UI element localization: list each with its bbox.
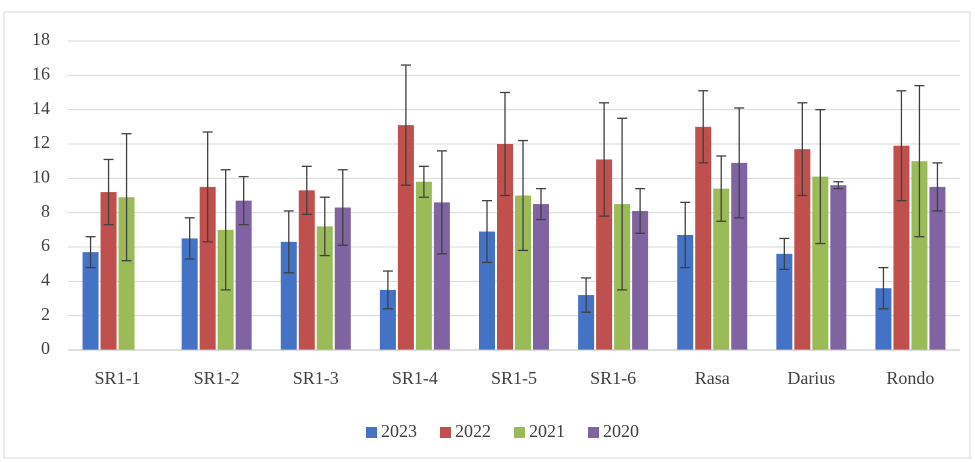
bar (199, 186, 216, 350)
error-bar (319, 196, 330, 257)
error-bar (680, 201, 691, 269)
bar (298, 190, 315, 350)
error-bar (599, 102, 610, 217)
error-bar (121, 133, 132, 262)
error-bar (734, 107, 745, 219)
error-bar (382, 270, 393, 310)
legend-swatch (366, 427, 377, 438)
x-tick-label: SR1-2 (194, 368, 240, 388)
bar (334, 207, 351, 350)
error-bar (238, 175, 249, 226)
bar (776, 253, 793, 350)
bar (533, 204, 549, 350)
legend-swatch (588, 427, 599, 438)
error-bar (932, 162, 943, 212)
error-bar (283, 210, 294, 274)
x-tick-label: SR1-4 (392, 368, 438, 388)
bar (379, 289, 396, 350)
bar (181, 238, 198, 350)
bar (875, 288, 892, 350)
y-tick-label: 4 (41, 269, 50, 289)
bar (893, 145, 910, 350)
y-tick-label: 14 (32, 98, 50, 118)
x-tick-label: Rondo (886, 368, 934, 388)
error-bar (337, 169, 348, 246)
error-bar (617, 117, 628, 291)
bar (632, 210, 649, 350)
legend-label: 2023 (381, 421, 417, 441)
y-tick-label: 16 (32, 63, 50, 83)
error-bar (500, 91, 510, 197)
bar (677, 234, 694, 350)
error-bar (815, 109, 826, 245)
error-bar (518, 139, 528, 252)
error-bar (914, 84, 925, 238)
error-bar (833, 181, 844, 190)
bar (515, 195, 531, 350)
bar (118, 197, 135, 350)
error-bar (896, 90, 907, 202)
bar (713, 188, 730, 350)
error-bar (878, 266, 889, 310)
bar (911, 161, 928, 350)
bar (235, 200, 252, 350)
error-bar (418, 165, 429, 198)
bar (316, 226, 333, 350)
y-tick-label: 10 (32, 166, 50, 186)
bar (731, 162, 748, 350)
x-tick-label: SR1-6 (590, 368, 636, 388)
bar (578, 295, 595, 350)
legend-swatch (514, 427, 525, 438)
y-tick-label: 8 (41, 201, 50, 221)
error-bar (220, 169, 231, 291)
error-bar (202, 131, 213, 243)
y-tick-label: 6 (41, 235, 50, 255)
x-tick-label: Darius (787, 368, 835, 388)
error-bar (581, 277, 592, 313)
error-bar (103, 158, 114, 226)
bar (82, 252, 99, 350)
legend-label: 2021 (529, 421, 565, 441)
error-bar (716, 155, 727, 222)
x-tick-label: SR1-1 (95, 368, 141, 388)
error-bar (301, 165, 312, 216)
bar (100, 192, 117, 350)
bar (812, 176, 829, 350)
bar (929, 186, 946, 350)
bar (830, 185, 847, 350)
bar (280, 241, 297, 350)
bar (794, 149, 811, 350)
y-tick-label: 18 (32, 29, 50, 49)
error-bar (85, 236, 96, 269)
legend-swatch (440, 427, 451, 438)
legend-label: 2020 (603, 421, 639, 441)
bar (695, 126, 712, 350)
error-bar (797, 102, 808, 197)
error-bar (184, 217, 195, 260)
error-bar (779, 237, 790, 270)
y-tick-label: 0 (41, 338, 50, 358)
bar (433, 202, 450, 350)
x-tick-label: SR1-5 (491, 368, 537, 388)
error-bar (635, 187, 646, 234)
bar (596, 159, 613, 350)
error-bar (436, 150, 447, 255)
error-bar (536, 187, 546, 221)
x-tick-label: SR1-3 (293, 368, 339, 388)
y-tick-label: 12 (32, 132, 50, 152)
bar (397, 125, 414, 350)
error-bar (400, 64, 411, 186)
error-bar (698, 90, 709, 164)
bar (479, 231, 495, 350)
x-tick-label: Rasa (695, 368, 730, 388)
y-tick-label: 2 (41, 304, 50, 324)
error-bar (482, 199, 492, 264)
bar (415, 181, 432, 350)
legend-label: 2022 (455, 421, 491, 441)
